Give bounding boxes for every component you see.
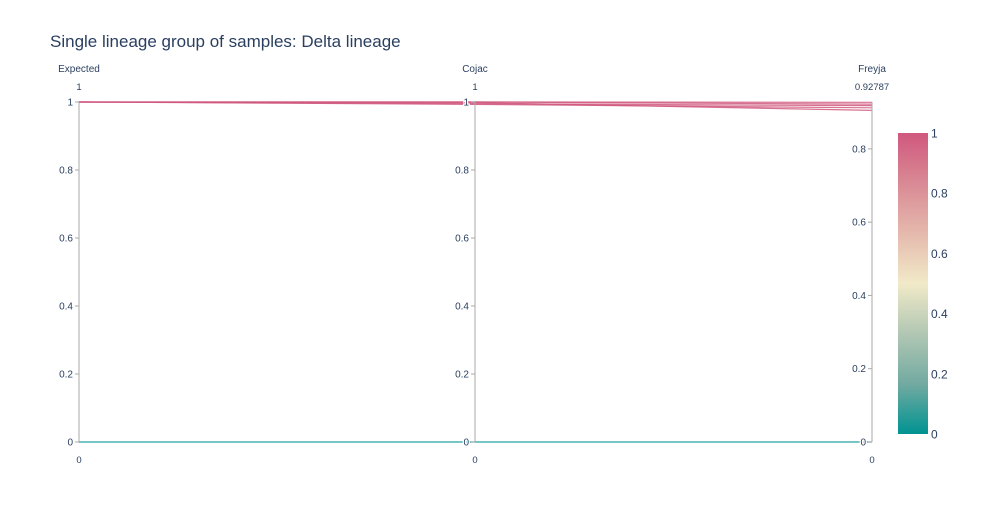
colorbar-tick-label: 0.4: [931, 307, 948, 321]
colorbar-tick-label: 1: [931, 127, 938, 141]
tick-label: 0.8: [455, 166, 469, 177]
axis-range-max-label: 0.92787: [855, 82, 889, 93]
tick-label: 0.4: [852, 291, 866, 302]
axis-range-min-label: 0: [76, 455, 81, 466]
tick-label: 0.2: [59, 370, 73, 381]
axis-range-max-label: 1: [76, 82, 81, 93]
tick-label: 0.6: [59, 234, 73, 245]
chart-title: Single lineage group of samples: Delta l…: [50, 32, 401, 51]
tick-label: 0.2: [852, 364, 866, 375]
tick-label: 0.8: [852, 144, 866, 155]
tick-label: 0: [463, 438, 469, 449]
tick-label: 0.4: [59, 302, 73, 313]
tick-label: 1: [463, 98, 469, 109]
axis-freyja[interactable]: Freyja 0.92787 00 0.2 0.4 0.6 0.8: [851, 64, 889, 466]
colorbar-tick-label: 0.8: [931, 187, 948, 201]
tick-label: 0: [860, 438, 866, 449]
axis-title[interactable]: Expected: [58, 64, 100, 75]
axis-range-max-label: 1: [472, 82, 477, 93]
tick-label: 1: [67, 98, 73, 109]
axis-range-min-label: 0: [869, 455, 874, 466]
axis-expected[interactable]: Expected 1 00 0.2 0.4 0.6 0.8 1: [58, 64, 100, 466]
tick-label: 0.6: [455, 234, 469, 245]
axis-cojac[interactable]: Cojac 1 00 0.2 0.4 0.6 0.8 1: [454, 64, 488, 466]
tick-label: 0.2: [455, 370, 469, 381]
tick-label: 0.4: [455, 302, 469, 313]
axis-title[interactable]: Freyja: [858, 64, 886, 75]
tick-label: 0: [67, 438, 73, 449]
axis-range-min-label: 0: [472, 455, 477, 466]
colorbar-tick-label: 0.2: [931, 367, 948, 381]
axis-title[interactable]: Cojac: [462, 64, 488, 75]
colorbar: [898, 133, 928, 434]
tick-label: 0.8: [59, 166, 73, 177]
colorbar-tick-label: 0.6: [931, 247, 948, 261]
colorbar-tick-label: 0: [931, 428, 938, 442]
tick-label: 0.6: [852, 218, 866, 229]
